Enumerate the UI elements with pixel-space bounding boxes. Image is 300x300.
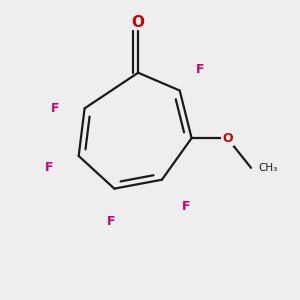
Text: F: F <box>51 102 59 115</box>
Text: F: F <box>182 200 190 213</box>
Text: CH₃: CH₃ <box>259 163 278 173</box>
Text: O: O <box>222 132 232 145</box>
Text: F: F <box>196 63 205 76</box>
Text: F: F <box>107 215 116 228</box>
Text: F: F <box>45 161 53 174</box>
Text: O: O <box>132 15 145 30</box>
